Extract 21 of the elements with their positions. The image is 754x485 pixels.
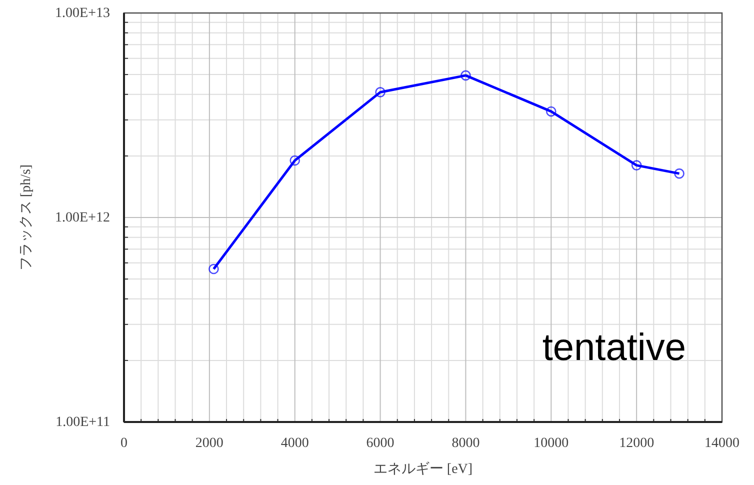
x-tick-label: 10000: [534, 436, 569, 451]
x-axis-title: エネルギー [eV]: [373, 461, 473, 477]
y-tick-label: 1.00E+13: [55, 6, 110, 21]
point: [375, 87, 386, 98]
y-tick-label: 1.00E+12: [55, 210, 110, 226]
x-tick-label: 12000: [619, 436, 654, 451]
y-axis-title: フラックス [ph/s]: [19, 164, 34, 271]
point: [460, 70, 471, 81]
x-tick-label: 8000: [452, 436, 480, 451]
x-tick-label: 4000: [280, 436, 309, 451]
annotation: tentative: [542, 327, 686, 369]
x-tick-label: 6000: [366, 436, 394, 451]
x-tick-label: 14000: [704, 436, 740, 451]
point: [290, 155, 300, 166]
y-tick-label: 1.00E+11: [56, 415, 110, 430]
x-tick-label: 2000: [195, 436, 224, 451]
point: [674, 168, 684, 179]
point: [208, 264, 219, 274]
x-tick-label: 0: [120, 436, 128, 451]
point: [631, 160, 642, 170]
point: [546, 106, 556, 117]
